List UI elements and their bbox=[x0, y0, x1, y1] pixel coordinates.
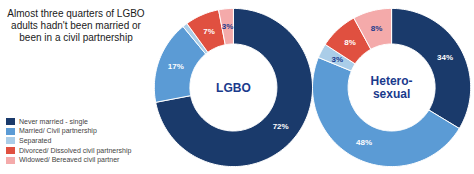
svg-text:8%: 8% bbox=[371, 24, 383, 33]
svg-text:8%: 8% bbox=[344, 38, 356, 47]
svg-text:72%: 72% bbox=[273, 122, 289, 131]
html-text:Never married - single: Never married - single bbox=[19, 117, 88, 125]
svg-text:Hetero-sexual: Hetero-sexual bbox=[371, 74, 413, 101]
svg-text:3%: 3% bbox=[222, 22, 234, 31]
svg-text:48%: 48% bbox=[356, 138, 372, 147]
html-text:Almost three quarters of LGBO: Almost three quarters of LGBO adults had… bbox=[7, 8, 145, 43]
svg-text:LGBO: LGBO bbox=[216, 81, 251, 95]
html-text:Divorced/ Dissolved civil part: Divorced/ Dissolved civil partnership bbox=[19, 146, 132, 154]
html-text:Widowed/ Bereaved civil partne: Widowed/ Bereaved civil partner bbox=[19, 156, 120, 164]
svg-text:17%: 17% bbox=[168, 62, 184, 71]
svg-text:7%: 7% bbox=[203, 27, 215, 36]
html-text:Separated: Separated bbox=[19, 136, 52, 144]
svg-text:3%: 3% bbox=[332, 55, 344, 64]
html-text:Married/ Civil partnership: Married/ Civil partnership bbox=[19, 127, 97, 135]
svg-text:34%: 34% bbox=[437, 53, 453, 62]
